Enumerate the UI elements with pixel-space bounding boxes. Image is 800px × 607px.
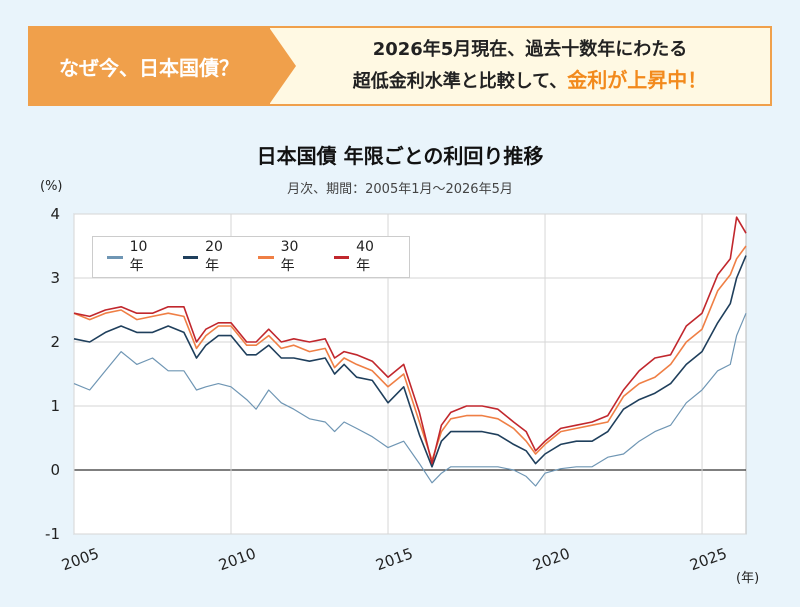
- banner-line2-accent: 金利が上昇中！: [567, 68, 708, 92]
- y-tick-label: 3: [50, 269, 60, 287]
- y-tick-label: -1: [45, 525, 60, 543]
- legend-swatch-10y: [107, 255, 123, 259]
- banner-question: なぜ今、日本国債？: [28, 26, 270, 106]
- headline-banner: なぜ今、日本国債？ 2026年5月現在、過去十数年にわたる 超低金利水準と比較し…: [28, 26, 772, 106]
- chart-title: 日本国債 年限ごとの利回り推移: [256, 144, 544, 168]
- y-tick-label: 0: [50, 461, 60, 479]
- x-tick-label: 2020: [530, 544, 572, 574]
- x-tick-label: 2015: [373, 544, 415, 574]
- y-tick-label: 4: [50, 205, 60, 223]
- banner-arrow: [268, 26, 296, 106]
- chart-legend: 10年 20年 30年 40年: [92, 236, 410, 278]
- chart-subtitle: 月次、期間：2005年1月〜2026年5月: [287, 182, 513, 197]
- series-line-1: [73, 312, 747, 487]
- y-axis-unit: (%): [40, 179, 63, 194]
- banner-message: 2026年5月現在、過去十数年にわたる 超低金利水準と比較して、金利が上昇中！: [268, 26, 772, 106]
- legend-swatch-40y: [333, 255, 350, 259]
- banner-line2: 超低金利水準と比較して、金利が上昇中！: [353, 65, 708, 97]
- legend-label-40y: 40年: [356, 239, 374, 274]
- banner-line2-prefix: 超低金利水準と比較して、: [352, 71, 568, 92]
- legend-label-30y: 30年: [280, 239, 299, 274]
- legend-swatch-20y: [182, 255, 199, 259]
- series-line-2: [73, 255, 747, 468]
- legend-item-20y: 20年: [182, 239, 237, 275]
- x-tick-label: 2010: [216, 544, 258, 574]
- legend-item-10y: 10年: [107, 239, 161, 275]
- legend-label-10y: 10年: [129, 239, 148, 274]
- x-tick-label: 2005: [59, 544, 101, 574]
- legend-item-30y: 30年: [258, 239, 312, 275]
- series-line-3: [73, 245, 747, 462]
- series-line-4: [73, 216, 747, 465]
- banner-line1: 2026年5月現在、過去十数年にわたる: [372, 39, 688, 60]
- legend-swatch-30y: [258, 255, 274, 259]
- legend-item-40y: 40年: [333, 239, 388, 275]
- y-tick-label: 2: [50, 333, 60, 351]
- y-tick-label: 1: [50, 397, 60, 415]
- x-axis-unit: (年): [736, 571, 760, 586]
- legend-label-20y: 20年: [205, 239, 223, 274]
- x-tick-label: 2025: [687, 544, 729, 574]
